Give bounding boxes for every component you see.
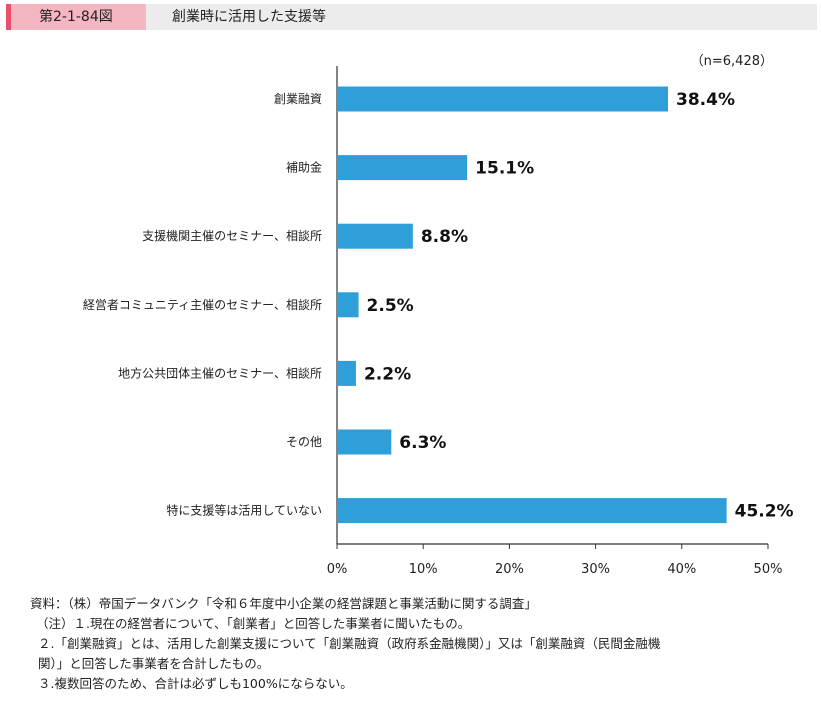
bar: [338, 498, 727, 524]
note-line: （注）１.現在の経営者について、「創業者」と回答した事業者に聞いたもの。: [36, 616, 471, 631]
x-tick-label: 40%: [667, 562, 696, 577]
category-label: 補助金: [286, 160, 322, 175]
data-label: 8.8%: [421, 227, 468, 247]
bar: [338, 360, 356, 386]
category-label: 創業融資: [274, 92, 322, 106]
x-tick-label: 10%: [409, 562, 438, 577]
x-tick-label: 0%: [327, 562, 348, 577]
note-line: ３.複数回答のため、合計は必ずしも100%にならない。: [38, 676, 353, 691]
category-label: 経営者コミュニティ主催のセミナー、相談所: [83, 297, 322, 312]
bar: [338, 86, 669, 112]
category-label: 特に支援等は活用していない: [166, 503, 322, 518]
bar: [338, 223, 413, 249]
note-line: 資料：（株）帝国データバンク「令和６年度中小企業の経営課題と事業活動に関する調査…: [30, 596, 537, 611]
data-label: 2.2%: [364, 364, 411, 384]
sample-size-note: （n=6,428）: [690, 54, 773, 69]
category-label: 地方公共団体主催のセミナー、相談所: [118, 365, 322, 380]
category-label: その他: [286, 435, 322, 449]
note-line: ２.「創業融資」とは、活用した創業支援について「創業融資（政府系金融機関）」又は…: [38, 636, 661, 651]
data-label: 45.2%: [735, 502, 794, 522]
figure-header: 第2-1-84図 創業時に活用した支援等: [6, 4, 817, 30]
source-notes: 資料：（株）帝国データバンク「令和６年度中小企業の経営課題と事業活動に関する調査…: [30, 594, 800, 694]
data-label: 15.1%: [475, 159, 534, 179]
bar: [338, 429, 392, 455]
bar: [338, 155, 468, 181]
x-tick-label: 50%: [754, 562, 783, 577]
figure-title: 創業時に活用した支援等: [172, 9, 326, 25]
bar: [338, 292, 359, 318]
bar-chart: 0% 10% 20% 30% 40% 50% 創業融資 38.4% 補助金 15.1% 支援機関主催…: [83, 66, 794, 577]
data-label: 2.5%: [367, 296, 414, 316]
data-label: 38.4%: [676, 90, 735, 110]
x-tick-label: 30%: [581, 562, 610, 577]
note-line: 関）」と回答した事業者を合計したもの。: [38, 656, 270, 671]
x-tick-label: 20%: [495, 562, 524, 577]
data-label: 6.3%: [399, 433, 446, 453]
category-label: 支援機関主催のセミナー、相談所: [142, 228, 322, 243]
figure-number: 第2-1-84図: [6, 4, 146, 30]
